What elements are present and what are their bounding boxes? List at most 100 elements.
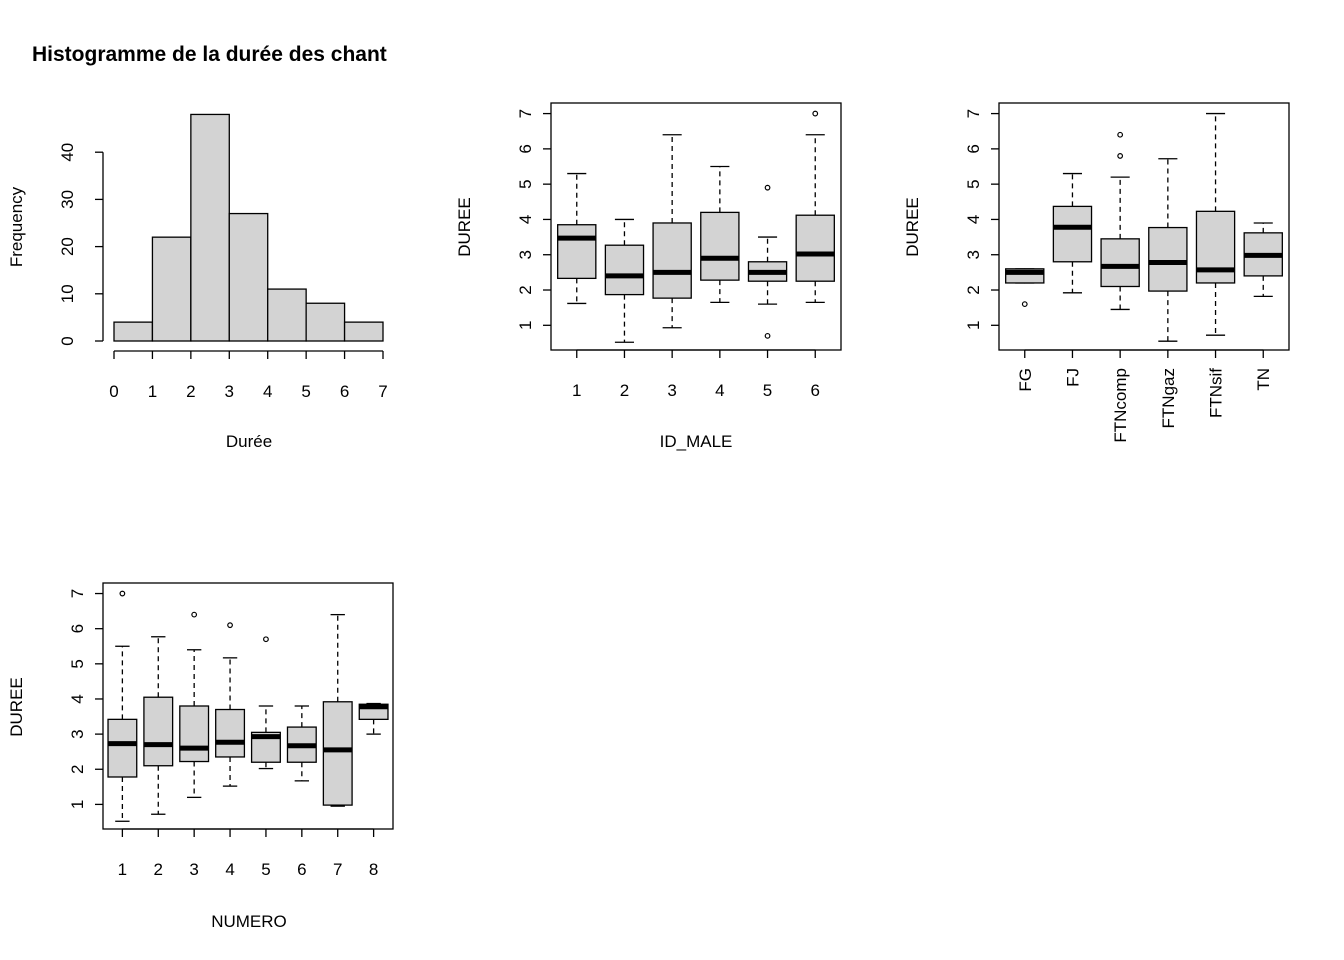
x-tick-label: 8 xyxy=(369,860,378,879)
box-FTNcomp xyxy=(1100,131,1140,311)
y-tick-label: 1 xyxy=(964,321,983,330)
histogram-y-tick-label: 30 xyxy=(58,190,77,209)
x-tick-label: 1 xyxy=(118,860,127,879)
box-body xyxy=(322,701,353,806)
x-tick-label: 5 xyxy=(763,381,772,400)
box-5 xyxy=(747,184,788,339)
box-FG xyxy=(1005,268,1045,308)
histogram-x-tick-label: 4 xyxy=(263,382,272,401)
boxplot-category-y-label: DUREE xyxy=(903,197,922,257)
histogram-panel: Histogramme de la durée des chant 0 1 2 3 4 5… xyxy=(7,43,388,451)
box-body xyxy=(1148,226,1188,292)
box-2 xyxy=(604,218,645,343)
outlier-point xyxy=(191,611,198,618)
box-6 xyxy=(286,705,317,782)
y-tick-label: 3 xyxy=(964,250,983,259)
y-tick-label: 5 xyxy=(964,179,983,188)
y-tick-label: 4 xyxy=(964,215,983,224)
outlier-point xyxy=(812,110,819,117)
x-tick-label: 4 xyxy=(225,860,234,879)
histogram-x-tick-label: 0 xyxy=(109,382,118,401)
y-tick-label: 2 xyxy=(516,285,535,294)
boxplot-id-male: 1 2 3 4 5 6 7 1 2 3 4 5 6 xyxy=(516,102,842,400)
histogram-bars xyxy=(113,113,384,342)
box-body xyxy=(179,705,210,763)
box-body xyxy=(652,222,692,299)
box-body xyxy=(1100,238,1140,288)
histogram-y-tick-label: 0 xyxy=(58,336,77,345)
outlier-point xyxy=(227,622,233,629)
x-tick-label: 7 xyxy=(333,860,342,879)
y-tick-label: 7 xyxy=(964,109,983,118)
histogram-y-tick-label: 40 xyxy=(58,143,77,162)
box-TN xyxy=(1243,222,1283,298)
outlier-point xyxy=(263,636,269,643)
histogram-bar xyxy=(267,288,307,342)
box-body xyxy=(215,708,246,758)
box-body xyxy=(107,718,138,778)
x-tick-label: 3 xyxy=(189,860,198,879)
histogram-bar xyxy=(113,321,154,342)
y-tick-label: 2 xyxy=(964,285,983,294)
boxplot-id-male-panel: 1 2 3 4 5 6 7 1 2 3 4 5 6 ID_MALE DUREE xyxy=(455,102,842,451)
box-1 xyxy=(107,590,138,822)
y-tick-label: 5 xyxy=(516,179,535,188)
x-tick-label: FTNgaz xyxy=(1159,368,1178,428)
outlier-point xyxy=(1021,301,1028,308)
y-tick-label: 7 xyxy=(68,589,87,598)
box-3 xyxy=(179,611,210,799)
x-tick-label: FTNcomp xyxy=(1111,368,1130,443)
box-3 xyxy=(652,134,692,329)
histogram-x-label: Durée xyxy=(226,432,272,451)
y-tick-label: 5 xyxy=(68,659,87,668)
y-tick-label: 3 xyxy=(68,729,87,738)
boxplot-numero: 1 2 3 4 5 6 7 1 2 3 4 5 6 7 8 xyxy=(68,582,394,879)
boxplot-numero-x-label: NUMERO xyxy=(211,912,287,931)
x-tick-label: 6 xyxy=(297,860,306,879)
box-body xyxy=(795,214,835,282)
y-tick-label: 1 xyxy=(516,321,535,330)
histogram-x-tick-label: 6 xyxy=(340,382,349,401)
y-tick-label: 1 xyxy=(68,800,87,809)
box-7 xyxy=(322,613,353,807)
box-FJ xyxy=(1052,172,1093,294)
histogram-x-tick-label: 1 xyxy=(148,382,157,401)
x-tick-label: 1 xyxy=(572,381,581,400)
histogram-bar xyxy=(228,212,269,342)
histogram-bar xyxy=(305,302,346,342)
boxplot-category-panel: 1 2 3 4 5 6 7 FG FJ FTNcomp FTNgaz FTNsif TN DUREE xyxy=(903,102,1290,443)
y-tick-label: 7 xyxy=(516,109,535,118)
boxplot-numero-panel: 1 2 3 4 5 6 7 1 2 3 4 5 6 7 8 NUMERO DUREE xyxy=(7,582,394,931)
box-body xyxy=(1052,205,1093,263)
y-tick-label: 3 xyxy=(516,250,535,259)
box-body xyxy=(604,244,645,296)
x-tick-label: FG xyxy=(1016,368,1035,392)
x-tick-label: 3 xyxy=(667,381,676,400)
histogram-y-tick-label: 10 xyxy=(58,284,77,303)
box-FTNsif xyxy=(1195,112,1236,336)
histogram-x-tick-label: 7 xyxy=(378,382,387,401)
boxplot-numero-y-label: DUREE xyxy=(7,677,26,737)
box-2 xyxy=(143,636,174,815)
outlier-point xyxy=(764,332,771,339)
histogram-bar xyxy=(343,321,384,342)
box-body xyxy=(700,211,740,281)
histogram-bar xyxy=(190,113,230,342)
histogram-x-tick-label: 3 xyxy=(225,382,234,401)
x-tick-label: 4 xyxy=(715,381,724,400)
y-tick-label: 6 xyxy=(68,624,87,633)
outlier-point xyxy=(1117,131,1124,138)
x-tick-label: 6 xyxy=(811,381,820,400)
box-6 xyxy=(795,110,835,304)
histogram-axes: 0 1 2 3 4 5 6 7 0 10 20 30 40 xyxy=(58,143,388,401)
outlier-point xyxy=(764,184,771,191)
histogram-bar xyxy=(151,236,192,342)
box-body xyxy=(143,696,174,767)
x-tick-label: TN xyxy=(1254,368,1273,391)
box-8 xyxy=(358,702,389,735)
outlier-point xyxy=(119,590,126,597)
x-tick-label: 2 xyxy=(154,860,163,879)
y-tick-label: 4 xyxy=(516,215,535,224)
y-tick-label: 6 xyxy=(516,144,535,153)
